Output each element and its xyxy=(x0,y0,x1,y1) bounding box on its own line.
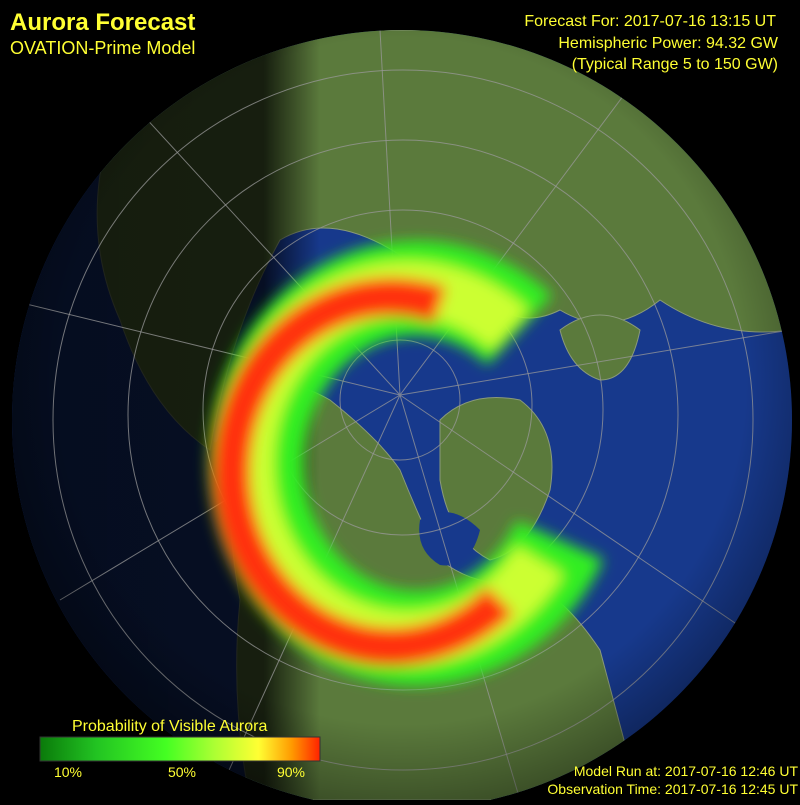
subtitle: OVATION-Prime Model xyxy=(10,38,195,58)
legend-label: 10% xyxy=(54,764,82,780)
forecast-time: Forecast For: 2017-07-16 13:15 UT xyxy=(524,13,776,30)
legend-label: 50% xyxy=(168,764,196,780)
legend-colorbar xyxy=(39,736,321,762)
hemispheric-power: Hemispheric Power: 94.32 GW xyxy=(558,35,779,52)
globe-shade xyxy=(12,30,792,805)
legend-title: Probability of Visible Aurora xyxy=(72,718,267,735)
model-run: Model Run at: 2017-07-16 12:46 UT xyxy=(574,763,799,779)
observation-time: Observation Time: 2017-07-16 12:45 UT xyxy=(547,781,798,797)
title: Aurora Forecast xyxy=(10,9,195,36)
legend-label: 90% xyxy=(277,764,305,780)
typical-range: (Typical Range 5 to 150 GW) xyxy=(572,56,778,73)
